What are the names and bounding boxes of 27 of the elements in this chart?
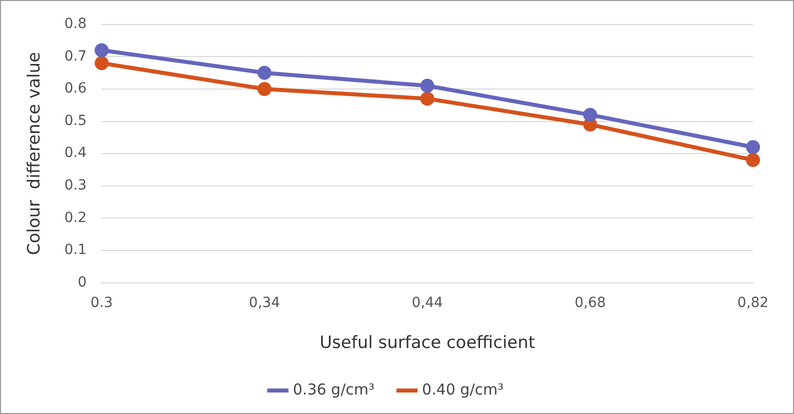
legend-label: 0.40 g/cm³: [422, 380, 504, 398]
x-axis-title: Useful surface coefficient: [320, 333, 536, 354]
y-tick-label: 0.3: [64, 178, 87, 194]
y-tick-label: 0.6: [64, 80, 87, 97]
x-tick-label: 0,44: [412, 294, 444, 311]
x-tick-label: 0,34: [248, 294, 280, 311]
y-tick-label: 0.2: [64, 210, 87, 226]
y-tick-label: 0.8: [64, 16, 87, 32]
x-tick-label: 0.3: [90, 294, 113, 311]
point: [746, 153, 760, 168]
x-tick-label: 0,82: [737, 294, 769, 311]
y-axis-title: Colour difference value: [24, 52, 45, 256]
point: [420, 78, 434, 93]
point: [94, 56, 109, 70]
point: [583, 108, 598, 122]
point: [420, 92, 434, 106]
point: [746, 140, 760, 154]
y-tick-label: 0.4: [64, 145, 87, 162]
y-tick-label: 0.7: [64, 48, 87, 64]
point: [94, 43, 109, 58]
y-tick-label: 0: [78, 274, 87, 290]
y-tick-label: 0.1: [64, 242, 87, 258]
point: [258, 82, 272, 96]
x-tick-label: 0,68: [574, 294, 606, 311]
legend-label: 0.36 g/cm³: [292, 380, 375, 398]
y-tick-label: 0.5: [64, 112, 87, 129]
point: [258, 66, 272, 80]
